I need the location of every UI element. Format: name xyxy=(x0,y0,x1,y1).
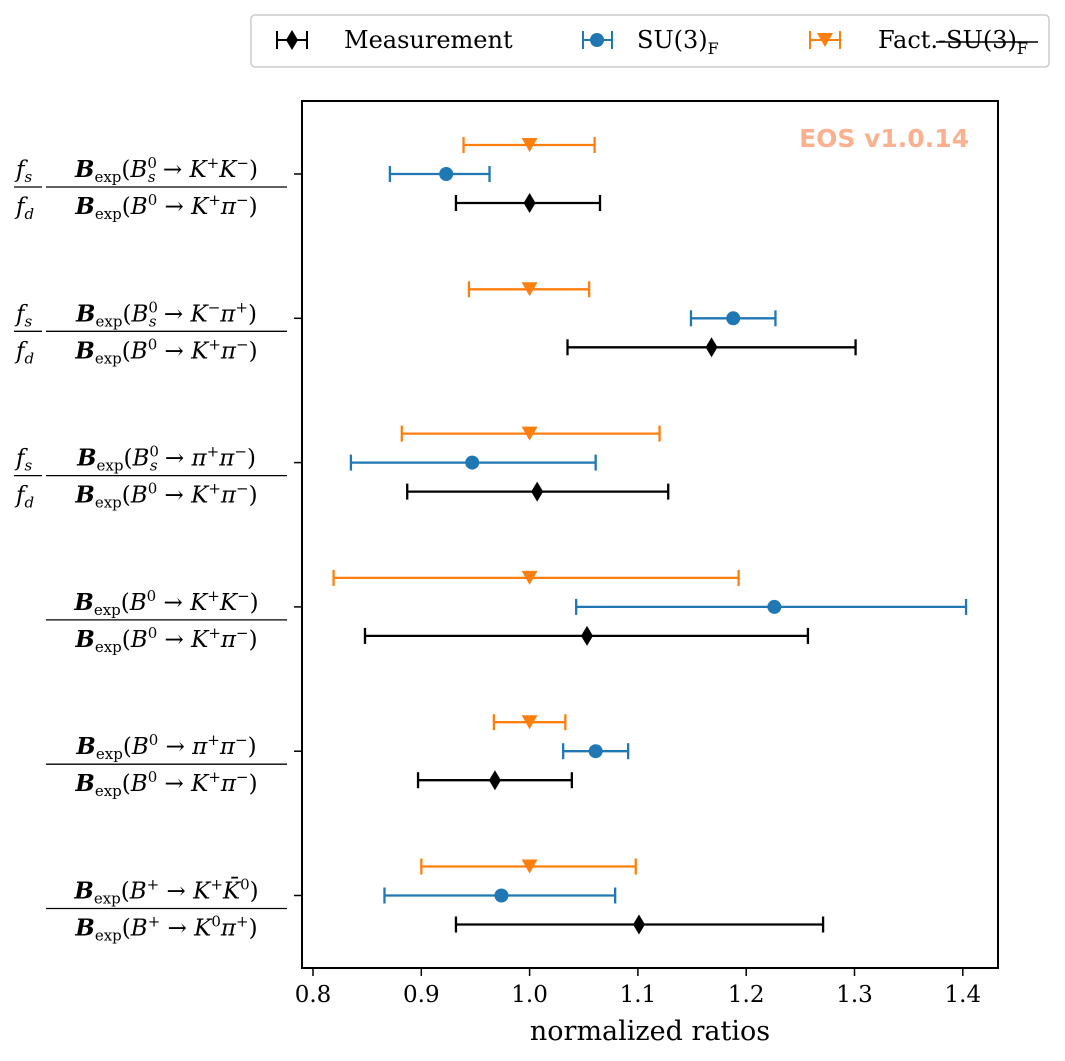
x-tick-label: 1.1 xyxy=(620,982,657,1008)
y-tick-label: fs fd Bexp(B0 s → K−π+) Bexp(B0 → K+π−) xyxy=(14,298,287,367)
denominator-expression: Bexp(B0 → K+π−) xyxy=(74,191,257,223)
data-point-diamond xyxy=(705,337,718,358)
y-tick-label: fs fd Bexp(B0 s → K+K−) Bexp(B0 → K+π−) xyxy=(14,154,287,223)
numerator-expression: Bexp(B0 s → π+π−) xyxy=(76,443,256,475)
data-point-triangle xyxy=(521,138,538,152)
legend: Measurement SU(3)F Fact.-SU(3)F xyxy=(250,14,1050,68)
legend-entry-measurement: Measurement xyxy=(276,26,513,54)
series-triangle-down xyxy=(332,137,740,875)
data-point-diamond xyxy=(523,193,536,213)
data-point-circle xyxy=(726,311,741,326)
legend-label-su3: SU(3)F xyxy=(637,26,719,58)
data-point-circle xyxy=(465,455,480,470)
diamond-marker-icon xyxy=(286,30,298,50)
x-axis-label: normalized ratios xyxy=(530,1016,770,1047)
numerator-expression: Bexp(B+ → K+K̄0) xyxy=(73,876,258,908)
data-point-triangle xyxy=(521,282,538,297)
triangle-down-marker-icon xyxy=(817,33,833,47)
data-point-circle xyxy=(767,599,782,614)
legend-frame xyxy=(250,14,1050,68)
y-tick-label: Bexp(B+ → K+K̄0) Bexp(B+ → K0π+) xyxy=(46,876,287,945)
watermark: EOS v1.0.14 xyxy=(799,124,969,153)
data-point-triangle xyxy=(521,570,538,585)
series-layer xyxy=(332,137,968,935)
plot-frame xyxy=(301,100,999,969)
x-tick-label: 1.3 xyxy=(836,982,873,1008)
denominator-expression: Bexp(B0 → K+π−) xyxy=(74,335,257,367)
data-point-circle xyxy=(439,167,454,181)
data-point-circle xyxy=(588,744,603,759)
numerator-expression: Bexp(B0 s → K+K−) xyxy=(74,154,258,186)
legend-label-measurement: Measurement xyxy=(344,26,513,54)
data-point-triangle xyxy=(521,426,538,441)
fd-symbol: fd xyxy=(14,194,34,223)
x-tick-label: 1.4 xyxy=(945,982,982,1008)
data-point-diamond xyxy=(531,481,544,502)
data-point-circle xyxy=(494,888,509,903)
y-tick-label: fs fd Bexp(B0 s → π+π−) Bexp(B0 → K+π−) xyxy=(14,443,287,512)
numerator-expression: Bexp(B0 → π+π−) xyxy=(75,731,256,763)
data-point-diamond xyxy=(580,625,593,646)
series-circle xyxy=(349,166,968,904)
series-diamond xyxy=(363,193,857,935)
denominator-expression: Bexp(B+ → K0π+) xyxy=(74,913,257,945)
circle-marker-icon xyxy=(590,33,604,47)
data-point-diamond xyxy=(488,770,501,791)
x-axis: 0.8 0.9 1.0 1.1 1.2 1.3 1.4 xyxy=(295,968,981,1008)
x-tick-label: 0.9 xyxy=(403,982,440,1008)
denominator-expression: Bexp(B0 → K+π−) xyxy=(74,624,257,656)
denominator-expression: Bexp(B0 → K+π−) xyxy=(74,768,257,800)
numerator-expression: Bexp(B0 → K+K−) xyxy=(73,587,258,619)
y-tick-label: Bexp(B0 → π+π−) Bexp(B0 → K+π−) xyxy=(46,731,287,800)
fd-symbol: fd xyxy=(14,483,34,512)
legend-label-fact-su3: Fact.-SU(3)F xyxy=(878,26,1028,58)
fs-symbol: fs xyxy=(14,157,33,186)
x-tick-label: 1.0 xyxy=(511,982,548,1008)
x-tick-label: 1.2 xyxy=(728,982,765,1008)
data-point-triangle xyxy=(521,859,538,874)
y-axis: fs fd Bexp(B0 s → K+K−) Bexp(B0 → K+π−) fs fd B… xyxy=(14,154,302,945)
data-point-triangle xyxy=(521,715,538,730)
denominator-expression: Bexp(B0 → K+π−) xyxy=(74,480,257,512)
numerator-expression: Bexp(B0 s → K−π+) xyxy=(75,298,257,330)
fs-symbol: fs xyxy=(14,301,33,330)
y-tick-label: Bexp(B0 → K+K−) Bexp(B0 → K+π−) xyxy=(46,587,287,656)
fs-symbol: fs xyxy=(14,446,33,475)
legend-entry-fact-su3: Fact.-SU(3)F xyxy=(809,26,1038,58)
fd-symbol: fd xyxy=(14,338,34,367)
legend-entry-su3: SU(3)F xyxy=(582,26,719,58)
data-point-diamond xyxy=(632,914,645,935)
x-tick-label: 0.8 xyxy=(295,982,332,1008)
